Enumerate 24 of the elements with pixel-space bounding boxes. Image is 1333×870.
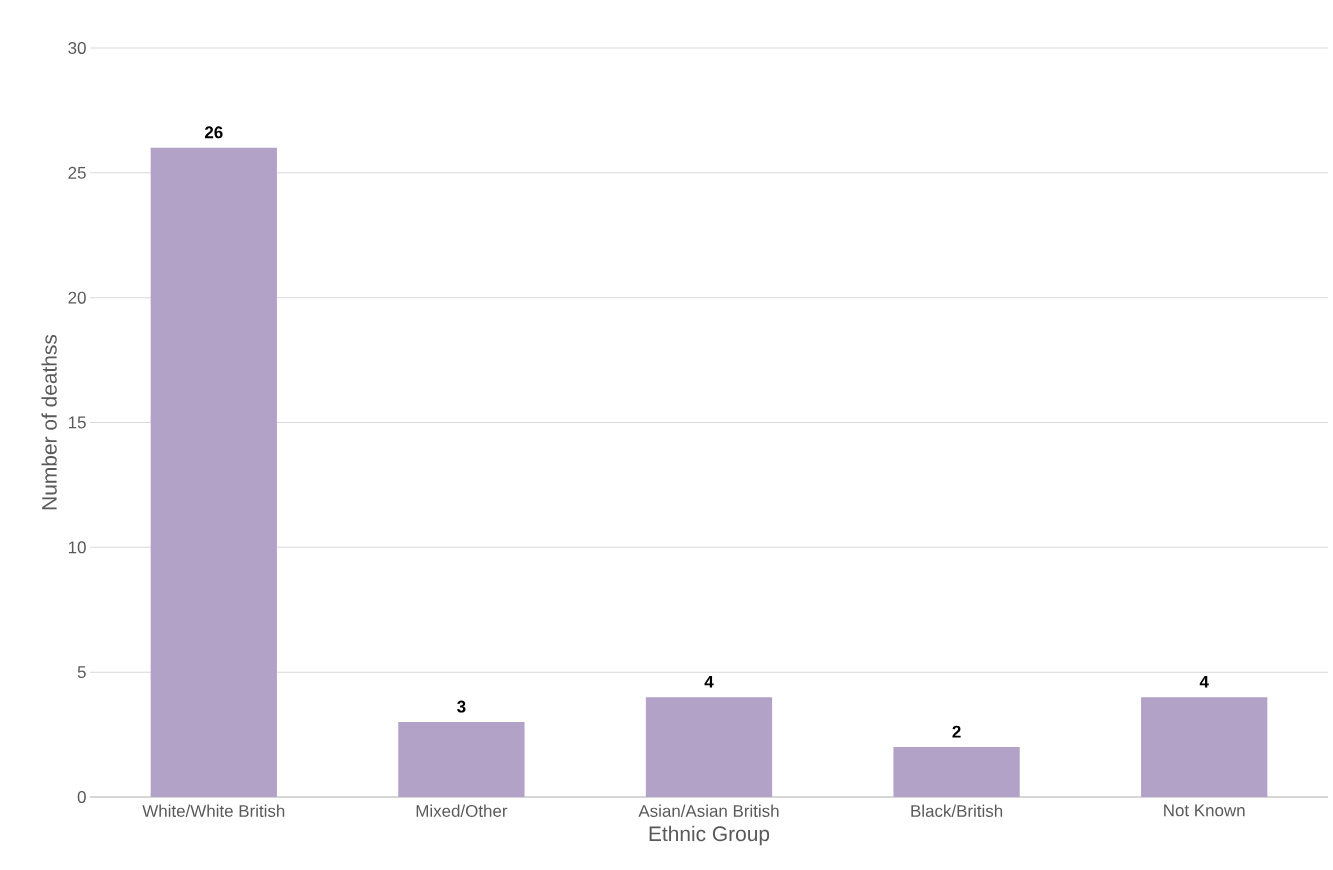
y-tick-label: 5: [77, 666, 86, 679]
data-label: 4: [704, 675, 714, 688]
y-tick-label: 15: [68, 416, 86, 429]
data-label: 3: [457, 700, 466, 713]
bar: [893, 747, 1020, 797]
bar: [645, 697, 773, 797]
y-tick-label: 20: [68, 291, 86, 304]
x-tick-label: Asian/Asian British: [638, 804, 779, 817]
y-tick-label: 25: [68, 166, 86, 179]
x-tick-label: Black/British: [911, 804, 1003, 817]
y-tick-label: 30: [68, 41, 86, 54]
y-tick-label: 10: [68, 541, 86, 554]
bar: [1141, 697, 1268, 797]
x-axis-title: Ethnic Group: [649, 825, 770, 846]
y-axis-title: Number of deathss: [41, 334, 57, 510]
x-tick-label: White/White British: [142, 804, 285, 817]
data-label: 2: [952, 725, 961, 738]
data-label: 26: [204, 126, 223, 139]
data-label: 4: [1199, 675, 1209, 688]
y-tick-label: 0: [77, 791, 86, 803]
x-tick-label: Mixed/Other: [416, 804, 508, 817]
bar: [398, 722, 525, 797]
bar: [150, 147, 277, 797]
x-tick-label: Not Known: [1164, 804, 1245, 817]
